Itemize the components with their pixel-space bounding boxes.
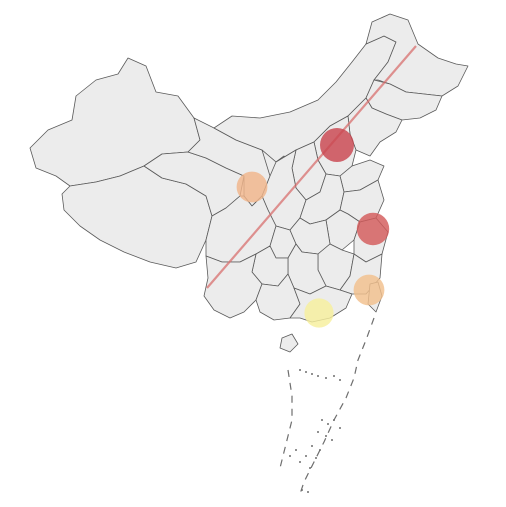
bubble-west [236, 171, 268, 203]
bubble-north [320, 128, 354, 162]
bubbles-layer [236, 128, 390, 328]
region-hainan [279, 333, 299, 353]
bubble-southeast [353, 274, 385, 306]
region-yunnan [203, 253, 263, 319]
region-tibet [61, 165, 213, 269]
nine-dash-line-west [279, 369, 293, 469]
reference-line [206, 45, 417, 289]
islands-layer [289, 369, 341, 493]
bubble-south [304, 298, 334, 328]
south-sea-boundary [279, 317, 375, 495]
nine-dash-line-east [299, 317, 375, 495]
bubble-east [356, 212, 390, 246]
